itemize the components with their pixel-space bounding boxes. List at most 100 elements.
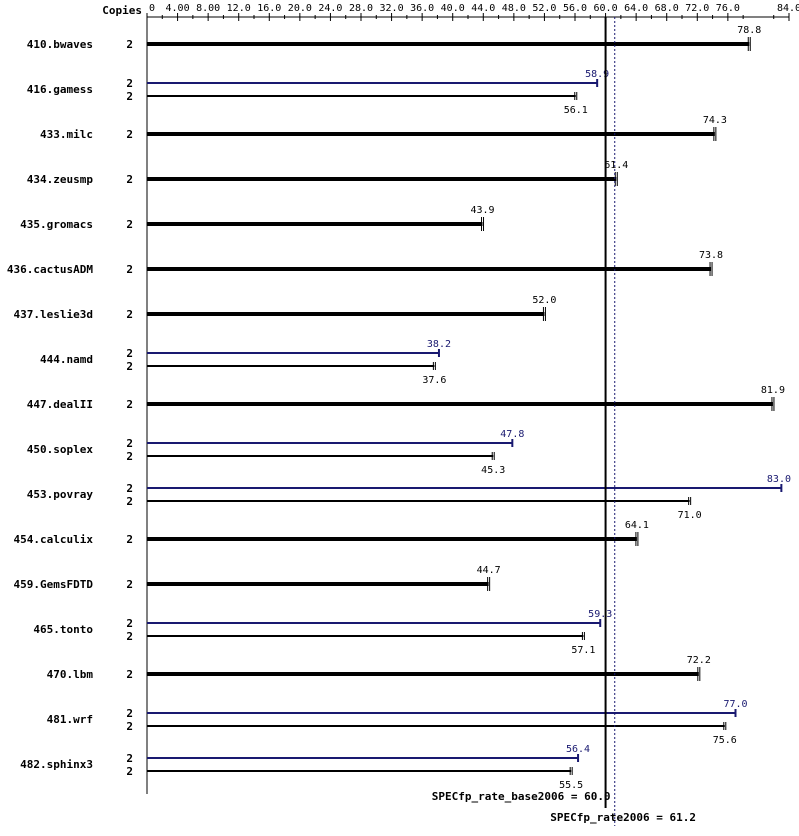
x-tick-label: 52.0: [532, 3, 556, 14]
x-tick-label: 44.0: [471, 3, 495, 14]
benchmark-row: 434.zeusmp 2 61.4: [27, 157, 628, 201]
base-value-label: 44.7: [477, 565, 501, 576]
benchmark-label: 447.dealII: [27, 398, 93, 411]
peak-value-label: 47.8: [500, 429, 524, 440]
peak-value-label: 77.0: [723, 699, 747, 710]
copies-label: 2: [126, 630, 133, 643]
peak-value-label: 38.2: [427, 339, 451, 350]
benchmark-label: 410.bwaves: [27, 38, 93, 51]
x-tick-label: 4.00: [166, 3, 190, 14]
copies-label: 2: [126, 360, 133, 373]
peak-copies-label: 2: [126, 482, 133, 495]
benchmark-row: 454.calculix 2 64.1: [14, 517, 649, 561]
base-value-label: 37.6: [422, 375, 446, 386]
base-value-label: 45.3: [481, 465, 505, 476]
base-summary-label: SPECfp_rate_base2006 = 60.0: [432, 790, 611, 803]
benchmark-row: 470.lbm 2 72.2: [47, 652, 711, 696]
copies-label: 2: [126, 173, 133, 186]
benchmark-row: 481.wrf 22 77.0 75.6: [47, 697, 748, 746]
x-tick-label: 32.0: [380, 3, 404, 14]
copies-label: 2: [126, 765, 133, 778]
copies-label: 2: [126, 578, 133, 591]
benchmark-label: 416.gamess: [27, 83, 93, 96]
x-tick-label: 12.0: [227, 3, 251, 14]
copies-label: 2: [126, 128, 133, 141]
peak-value-label: 83.0: [767, 474, 791, 485]
copies-label: 2: [126, 495, 133, 508]
benchmark-row: 453.povray 22 83.0 71.0: [27, 472, 791, 521]
benchmark-row: 437.leslie3d 2 52.0: [14, 292, 556, 336]
x-tick-label: 24.0: [318, 3, 342, 14]
benchmark-label: 459.GemsFDTD: [14, 578, 94, 591]
copies-label: 2: [126, 263, 133, 276]
x-tick-label: 76.0: [716, 3, 740, 14]
benchmark-row: 465.tonto 22 59.3 57.1: [33, 607, 612, 656]
copies-label: 2: [126, 38, 133, 51]
base-value-label: 55.5: [559, 780, 583, 791]
peak-copies-label: 2: [126, 752, 133, 765]
base-value-label: 72.2: [687, 655, 711, 666]
base-value-label: 61.4: [604, 160, 628, 171]
peak-copies-label: 2: [126, 707, 133, 720]
benchmark-label: 435.gromacs: [20, 218, 93, 231]
x-tick-label: 40.0: [441, 3, 465, 14]
x-tick-label: 84.0: [777, 3, 799, 14]
peak-copies-label: 2: [126, 77, 133, 90]
base-value-label: 52.0: [532, 295, 556, 306]
base-value-label: 74.3: [703, 115, 727, 126]
benchmark-row: 410.bwaves 2 78.8: [27, 22, 761, 66]
benchmark-row: 416.gamess 22 58.9 56.1: [27, 67, 609, 116]
benchmark-row: 436.cactusADM 2 73.8: [7, 247, 723, 291]
benchmark-label: 434.zeusmp: [27, 173, 94, 186]
benchmark-label: 454.calculix: [14, 533, 94, 546]
peak-copies-label: 2: [126, 437, 133, 450]
peak-copies-label: 2: [126, 347, 133, 360]
benchmark-label: 433.milc: [40, 128, 93, 141]
benchmark-row: 433.milc 2 74.3: [40, 112, 727, 156]
benchmark-label: 437.leslie3d: [14, 308, 93, 321]
benchmark-row: 435.gromacs 2 43.9: [20, 202, 495, 246]
benchmark-label: 444.namd: [40, 353, 93, 366]
base-value-label: 81.9: [761, 385, 785, 396]
benchmark-row: 450.soplex 22 47.8 45.3: [27, 427, 524, 476]
base-value-label: 71.0: [678, 510, 702, 521]
peak-value-label: 56.4: [566, 744, 590, 755]
base-value-label: 43.9: [470, 205, 494, 216]
base-value-label: 56.1: [564, 105, 588, 116]
benchmark-label: 470.lbm: [47, 668, 94, 681]
copies-label: 2: [126, 90, 133, 103]
benchmark-label: 450.soplex: [27, 443, 94, 456]
peak-copies-label: 2: [126, 617, 133, 630]
x-tick-label: 68.0: [655, 3, 679, 14]
peak-summary-label: SPECfp_rate2006 = 61.2: [550, 811, 696, 824]
x-tick-label: 60.0: [594, 3, 618, 14]
x-tick-label: 48.0: [502, 3, 526, 14]
base-value-label: 64.1: [625, 520, 649, 531]
benchmark-row: 459.GemsFDTD 2 44.7: [14, 562, 501, 606]
base-value-label: 75.6: [713, 735, 737, 746]
benchmark-row: 482.sphinx3 22 56.4 55.5: [20, 742, 590, 791]
copies-label: 2: [126, 308, 133, 321]
copies-label: 2: [126, 668, 133, 681]
x-tick-label: 36.0: [410, 3, 434, 14]
x-tick-label: 16.0: [257, 3, 281, 14]
copies-label: 2: [126, 218, 133, 231]
base-value-label: 73.8: [699, 250, 723, 261]
x-tick-label: 20.0: [288, 3, 312, 14]
benchmark-label: 436.cactusADM: [7, 263, 93, 276]
copies-label: 2: [126, 450, 133, 463]
copies-label: 2: [126, 720, 133, 733]
benchmark-label: 482.sphinx3: [20, 758, 93, 771]
x-tick-label: 28.0: [349, 3, 373, 14]
peak-value-label: 59.3: [588, 609, 612, 620]
x-tick-label: 56.0: [563, 3, 587, 14]
x-tick-label: 64.0: [624, 3, 648, 14]
base-value-label: 57.1: [571, 645, 595, 656]
benchmark-label: 481.wrf: [47, 713, 93, 726]
x-tick-label: 72.0: [685, 3, 709, 14]
copies-label: 2: [126, 398, 133, 411]
copies-header: Copies: [102, 4, 142, 17]
base-value-label: 78.8: [737, 25, 761, 36]
peak-value-label: 58.9: [585, 69, 609, 80]
